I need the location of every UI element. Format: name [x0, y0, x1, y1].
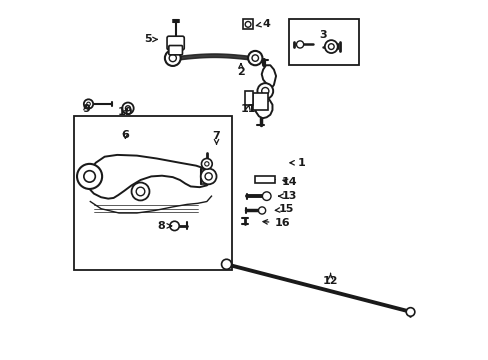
Circle shape	[131, 183, 149, 201]
Circle shape	[164, 50, 180, 66]
Circle shape	[201, 158, 212, 169]
Circle shape	[262, 192, 270, 201]
Text: 12: 12	[322, 273, 338, 286]
Circle shape	[83, 99, 93, 109]
Text: 7: 7	[212, 131, 220, 144]
Bar	[244, 91, 253, 105]
Text: 16: 16	[263, 218, 289, 228]
Text: 1: 1	[289, 158, 305, 168]
Bar	[74, 116, 231, 270]
Bar	[242, 19, 253, 30]
Text: 3: 3	[319, 30, 326, 40]
Text: 11: 11	[240, 104, 255, 114]
Text: 5: 5	[143, 35, 157, 44]
Text: 15: 15	[275, 204, 294, 215]
Text: 13: 13	[278, 191, 296, 201]
Bar	[255, 176, 274, 183]
Circle shape	[201, 168, 216, 184]
Circle shape	[324, 40, 337, 53]
Text: 10: 10	[118, 107, 133, 117]
Circle shape	[406, 308, 414, 316]
FancyBboxPatch shape	[168, 45, 182, 55]
Circle shape	[296, 41, 303, 48]
Circle shape	[169, 221, 179, 230]
FancyBboxPatch shape	[167, 36, 184, 50]
Text: 14: 14	[281, 177, 297, 187]
Circle shape	[258, 207, 265, 214]
Text: 9: 9	[82, 104, 90, 114]
Text: 6: 6	[121, 130, 129, 140]
Bar	[253, 93, 267, 110]
Text: 8: 8	[157, 221, 171, 231]
Bar	[289, 19, 359, 65]
Circle shape	[221, 259, 231, 269]
Circle shape	[77, 164, 102, 189]
Circle shape	[257, 83, 273, 99]
Circle shape	[122, 103, 133, 114]
Text: 2: 2	[237, 64, 244, 77]
Text: 4: 4	[256, 19, 269, 29]
Circle shape	[247, 51, 262, 65]
